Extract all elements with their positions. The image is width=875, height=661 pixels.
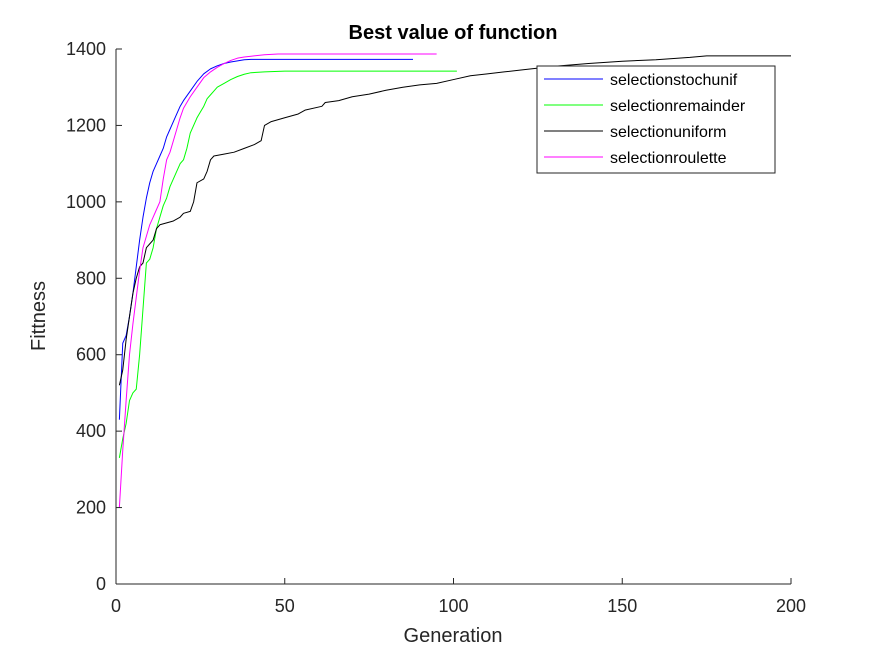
x-axis-label: Generation [404, 625, 503, 647]
series-line-selectionuniform [118, 55, 791, 386]
x-tick-label: 100 [438, 596, 468, 616]
series-layer [118, 53, 791, 508]
y-tick-label: 400 [76, 421, 106, 441]
legend: selectionstochunif selectionremainder sele… [536, 65, 776, 174]
legend-items: selectionstochunif selectionremainder sele… [544, 72, 746, 167]
y-tick-label: 1200 [66, 115, 106, 135]
series-line-selectionstochunif [118, 58, 413, 420]
y-tick-label: 200 [76, 498, 106, 518]
y-tick-label: 1400 [66, 39, 106, 59]
legend-label: selectionstochunif [610, 72, 738, 89]
legend-box [536, 65, 776, 174]
x-tick-label: 50 [275, 596, 295, 616]
legend-label: selectionroulette [610, 150, 727, 167]
legend-label: selectionuniform [610, 124, 727, 141]
y-tick-label: 800 [76, 268, 106, 288]
x-tick-label: 200 [776, 596, 806, 616]
x-ticks: 0 50 100 150 200 [111, 578, 806, 616]
x-tick-label: 0 [111, 596, 121, 616]
chart-title: Best value of function [349, 22, 558, 44]
series-line-selectionremainder [118, 70, 457, 458]
y-tick-label: 0 [96, 574, 106, 594]
y-tick-label: 600 [76, 345, 106, 365]
y-tick-label: 1000 [66, 192, 106, 212]
y-ticks: 0 200 400 600 800 1000 1200 1400 [66, 39, 122, 594]
x-tick-label: 150 [607, 596, 637, 616]
legend-label: selectionremainder [610, 98, 746, 115]
y-axis-label: Fittness [28, 281, 50, 351]
series-line-selectionroulette [118, 53, 437, 508]
